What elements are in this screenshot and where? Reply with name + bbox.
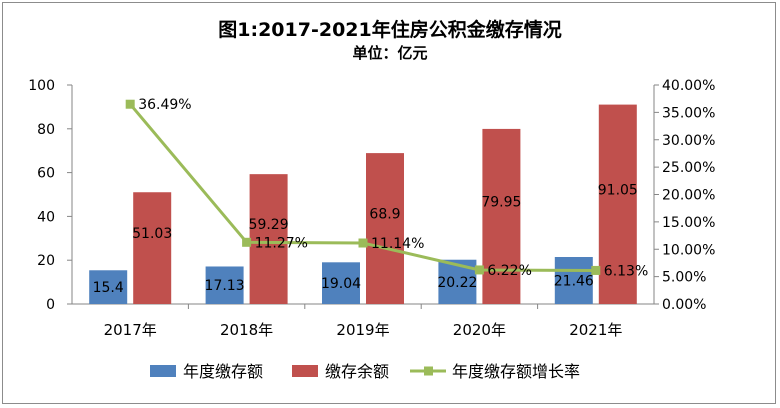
bar-data-label: 79.95 [481,194,521,210]
bar-data-label: 20.22 [437,275,477,291]
y-tick-label-right: 5.00% [662,270,706,286]
growth-rate-data-label: 36.49% [138,97,191,113]
chart-title: 图1:2017-2021年住房公积金缴存情况 [218,19,562,41]
legend-label: 年度缴存额增长率 [452,362,580,381]
growth-rate-data-label: 6.22% [487,263,531,279]
legend-label: 缴存余额 [325,362,389,381]
bar-data-label: 68.9 [369,207,400,223]
y-tick-label-right: 30.00% [662,133,715,149]
x-tick-label: 2020年 [453,321,506,339]
y-tick-label-left: 40 [37,209,55,225]
legend-swatch [292,365,318,377]
bar-data-label: 59.29 [249,217,289,233]
growth-rate-data-label: 6.13% [604,263,648,279]
growth-rate-marker [474,265,484,275]
x-tick-label: 2018年 [220,321,273,339]
bar-annual-deposit [205,266,244,304]
y-tick-label-left: 20 [37,253,55,269]
y-tick-label-right: 40.00% [662,78,715,94]
bar-data-label: 91.05 [598,182,638,198]
bar-data-label: 21.46 [554,274,594,290]
y-tick-label-right: 0.00% [662,297,706,313]
y-tick-label-right: 15.00% [662,215,715,231]
legend-marker [424,366,433,376]
chart-subtitle: 单位：亿元 [352,44,428,62]
bar-data-label: 19.04 [321,276,361,292]
bar-annual-deposit [554,257,593,304]
legend-label: 年度缴存额 [183,362,263,381]
bar-data-label: 51.03 [132,226,172,242]
bar-deposit-balance [249,174,288,304]
y-tick-label-right: 35.00% [662,105,715,121]
bar-data-label: 15.4 [93,280,124,296]
y-tick-label-left: 0 [46,297,55,313]
growth-rate-marker [125,99,135,109]
growth-rate-marker [242,237,252,247]
x-tick-label: 2019年 [336,321,389,339]
bar-data-label: 17.13 [205,278,245,294]
x-tick-label: 2017年 [104,321,157,339]
bar-annual-deposit [89,270,128,304]
bar-deposit-balance [133,192,172,304]
growth-rate-marker [358,238,368,248]
y-tick-label-right: 10.00% [662,242,715,258]
y-tick-label-left: 60 [37,166,55,182]
bar-deposit-balance [598,104,637,305]
bar-deposit-balance [366,153,404,304]
growth-rate-data-label: 11.27% [255,235,308,251]
bar-annual-deposit [322,262,360,304]
y-tick-label-right: 25.00% [662,160,715,176]
x-tick-label: 2021年 [569,321,622,339]
growth-rate-data-label: 11.14% [371,236,424,252]
growth-rate-marker [591,265,601,275]
y-tick-label-right: 20.00% [662,188,715,204]
legend-swatch [150,365,176,377]
y-tick-label-left: 80 [37,122,55,138]
y-tick-label-left: 100 [28,78,55,94]
bar-deposit-balance [482,128,521,304]
